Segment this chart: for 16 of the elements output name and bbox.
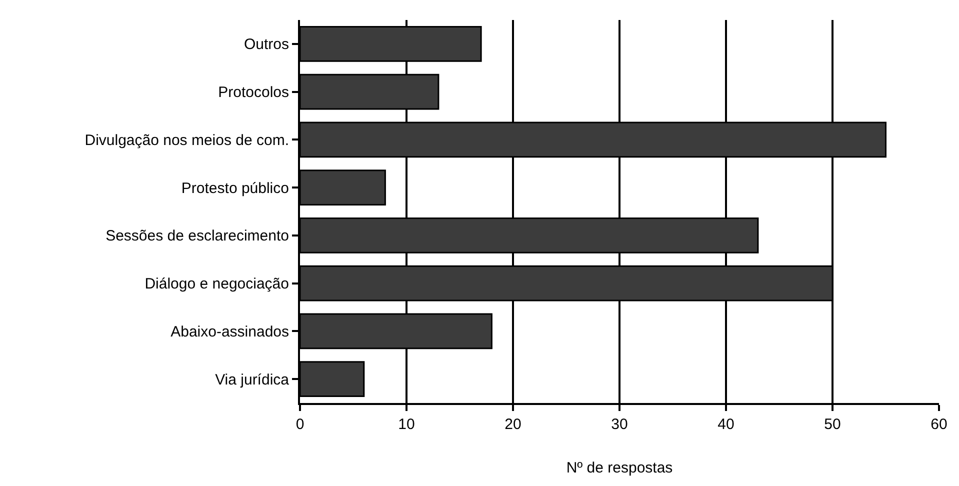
y-tick-label: Outros [244,36,289,54]
x-axis-title: Nº de respostas [566,460,673,476]
y-tick-label: Via jurídica [215,371,290,388]
x-tick-label: 20 [504,416,522,433]
y-tick-label: Sessões de esclarecimento [106,228,289,245]
x-tick-label: 30 [611,416,628,433]
y-tick-label: Abaixo-assinados [170,323,289,340]
y-tick-label: Diálogo e negociação [144,276,289,293]
x-tick-label: 50 [824,416,841,433]
x-tick-label: 0 [296,416,304,433]
y-tick-label: Protesto público [181,180,289,197]
x-tick-label: 10 [398,416,415,433]
y-tick-label: Protocolos [218,84,289,102]
x-tick-label: 40 [718,416,734,433]
x-tick-label: 60 [930,416,948,433]
y-tick-label: Divulgação nos meios de com. [84,132,289,149]
